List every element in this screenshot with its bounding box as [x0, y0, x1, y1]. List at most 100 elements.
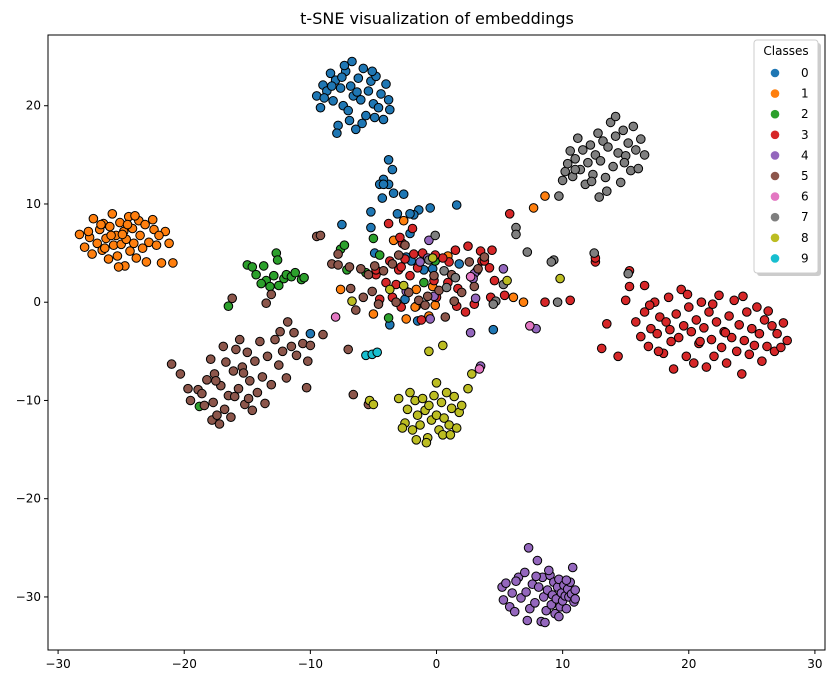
point-class-5	[257, 372, 268, 382]
point-class-8	[407, 425, 418, 435]
point-class-1	[92, 238, 102, 249]
point-class-0	[454, 259, 465, 269]
point-class-3	[620, 295, 631, 306]
point-class-2	[299, 272, 309, 283]
point-class-0	[319, 93, 330, 103]
point-class-3	[484, 263, 495, 273]
point-class-3	[782, 335, 793, 346]
point-class-0	[343, 105, 354, 116]
point-class-5	[245, 376, 255, 386]
point-class-5	[261, 298, 272, 309]
point-class-2	[274, 280, 284, 291]
point-class-0	[357, 118, 367, 129]
point-class-0	[339, 60, 350, 71]
point-class-3	[754, 328, 765, 339]
point-class-5	[363, 269, 374, 280]
point-class-5	[266, 379, 277, 390]
point-class-3	[416, 315, 427, 325]
point-class-0	[383, 155, 394, 165]
point-class-5	[214, 419, 225, 429]
point-class-0	[398, 189, 409, 199]
point-class-5	[345, 283, 356, 294]
point-class-4	[530, 598, 540, 608]
point-class-7	[583, 157, 593, 168]
point-class-2	[223, 301, 234, 312]
point-class-7	[636, 134, 646, 144]
point-class-8	[449, 391, 460, 402]
point-class-3	[489, 275, 500, 286]
point-class-7	[593, 128, 603, 138]
point-class-0	[363, 86, 374, 96]
legend-marker-4	[770, 151, 780, 160]
point-class-1	[113, 262, 124, 272]
point-class-7	[608, 161, 618, 172]
point-class-3	[747, 323, 757, 334]
point-class-3	[720, 327, 731, 338]
point-class-5	[231, 344, 241, 355]
point-class-5	[234, 334, 245, 345]
point-class-4	[554, 611, 564, 622]
point-class-3	[668, 364, 679, 374]
point-class-0	[344, 115, 355, 126]
x-tick-label: 0	[433, 657, 441, 671]
point-class-3	[646, 323, 656, 334]
point-class-5	[275, 326, 285, 337]
point-class-3	[450, 245, 461, 255]
point-class-8	[467, 369, 477, 379]
point-class-4	[498, 264, 509, 274]
point-class-5	[429, 270, 439, 281]
point-class-8	[415, 420, 425, 430]
point-class-0	[373, 102, 384, 113]
point-class-1	[430, 300, 441, 311]
point-class-9	[372, 347, 383, 358]
point-class-5	[369, 261, 380, 271]
point-class-8	[451, 423, 462, 433]
point-class-5	[250, 356, 260, 367]
point-class-7	[511, 229, 521, 240]
point-class-5	[291, 350, 302, 361]
point-class-8	[439, 413, 449, 423]
point-class-2	[419, 277, 429, 288]
point-class-8	[429, 390, 439, 401]
point-class-0	[337, 219, 347, 230]
y-axis: −30 −20 −10 0 10 20	[16, 99, 48, 604]
point-class-1	[141, 257, 152, 267]
point-class-3	[565, 295, 576, 306]
x-tick-label: 30	[807, 657, 822, 671]
point-class-7	[619, 157, 630, 168]
point-class-5	[305, 340, 316, 351]
point-class-3	[673, 332, 684, 343]
point-class-5	[226, 412, 236, 423]
point-class-5	[356, 264, 366, 274]
point-class-7	[450, 272, 461, 283]
point-class-5	[208, 397, 218, 408]
point-class-3	[709, 351, 719, 362]
point-class-1	[100, 243, 110, 253]
legend-marker-5	[770, 171, 780, 181]
point-class-2	[265, 281, 275, 292]
point-class-1	[129, 238, 139, 249]
point-class-8	[427, 253, 438, 263]
point-class-7	[615, 177, 626, 188]
point-class-8	[446, 403, 457, 414]
legend-box	[753, 39, 819, 274]
point-class-2	[383, 313, 394, 323]
point-class-5	[175, 369, 186, 379]
point-class-4	[507, 588, 518, 598]
point-class-5	[456, 287, 467, 298]
point-class-7	[633, 163, 644, 174]
point-class-5	[449, 296, 460, 307]
point-class-0	[328, 96, 338, 106]
point-class-5	[282, 317, 293, 327]
point-class-6	[474, 364, 485, 374]
point-class-4	[561, 575, 572, 586]
point-class-2	[374, 250, 385, 260]
legend-marker-2	[770, 109, 780, 119]
point-class-3	[463, 241, 473, 251]
point-class-3	[738, 291, 748, 302]
point-class-3	[661, 317, 671, 327]
point-class-6	[330, 312, 341, 322]
point-class-3	[716, 342, 727, 353]
point-class-3	[631, 317, 641, 327]
legend-marker-0	[770, 68, 780, 78]
